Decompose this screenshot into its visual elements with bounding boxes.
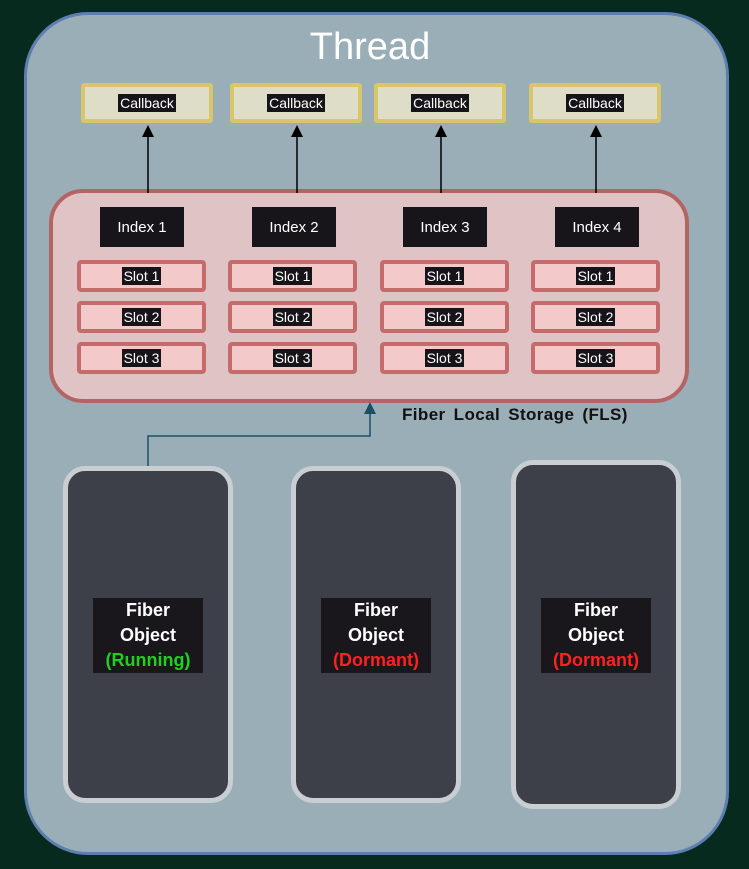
fiber-object-2-label: Fiber Object (Dormant) — [321, 598, 431, 673]
fiber-object-1-label: Fiber Object (Running) — [93, 598, 203, 673]
fls-label: Fiber Local Storage (FLS) — [402, 405, 628, 424]
index-3: Index 3 — [403, 207, 487, 247]
fiber-object-1 — [63, 466, 233, 803]
callback-1: Callback — [81, 83, 213, 123]
index-1: Index 1 — [100, 207, 184, 247]
index-4: Index 4 — [555, 207, 639, 247]
callback-1-label: Callback — [118, 94, 176, 112]
callback-3-label: Callback — [411, 94, 469, 112]
index-1-slot-3: Slot 3 — [77, 342, 206, 374]
index-2: Index 2 — [252, 207, 336, 247]
index-4-slot-1: Slot 1 — [531, 260, 660, 292]
index-2-slot-3: Slot 3 — [228, 342, 357, 374]
index-3-slot-2: Slot 2 — [380, 301, 509, 333]
callback-2: Callback — [230, 83, 362, 123]
fiber-state-running: (Running) — [105, 650, 191, 670]
callback-2-label: Callback — [267, 94, 325, 112]
thread-title: Thread — [309, 26, 431, 68]
callback-3: Callback — [374, 83, 506, 123]
fiber-state-dormant: (Dormant) — [553, 650, 639, 670]
index-2-slot-2: Slot 2 — [228, 301, 357, 333]
arrow-fiber-to-fls — [147, 402, 376, 468]
fiber-state-dormant: (Dormant) — [333, 650, 419, 670]
index-2-slot-1: Slot 1 — [228, 260, 357, 292]
index-4-slot-2: Slot 2 — [531, 301, 660, 333]
callback-4-label: Callback — [566, 94, 624, 112]
index-3-slot-1: Slot 1 — [380, 260, 509, 292]
index-3-slot-3: Slot 3 — [380, 342, 509, 374]
index-1-slot-2: Slot 2 — [77, 301, 206, 333]
index-1-slot-1: Slot 1 — [77, 260, 206, 292]
callback-4: Callback — [529, 83, 661, 123]
index-4-slot-3: Slot 3 — [531, 342, 660, 374]
fiber-object-3-label: Fiber Object (Dormant) — [541, 598, 651, 673]
